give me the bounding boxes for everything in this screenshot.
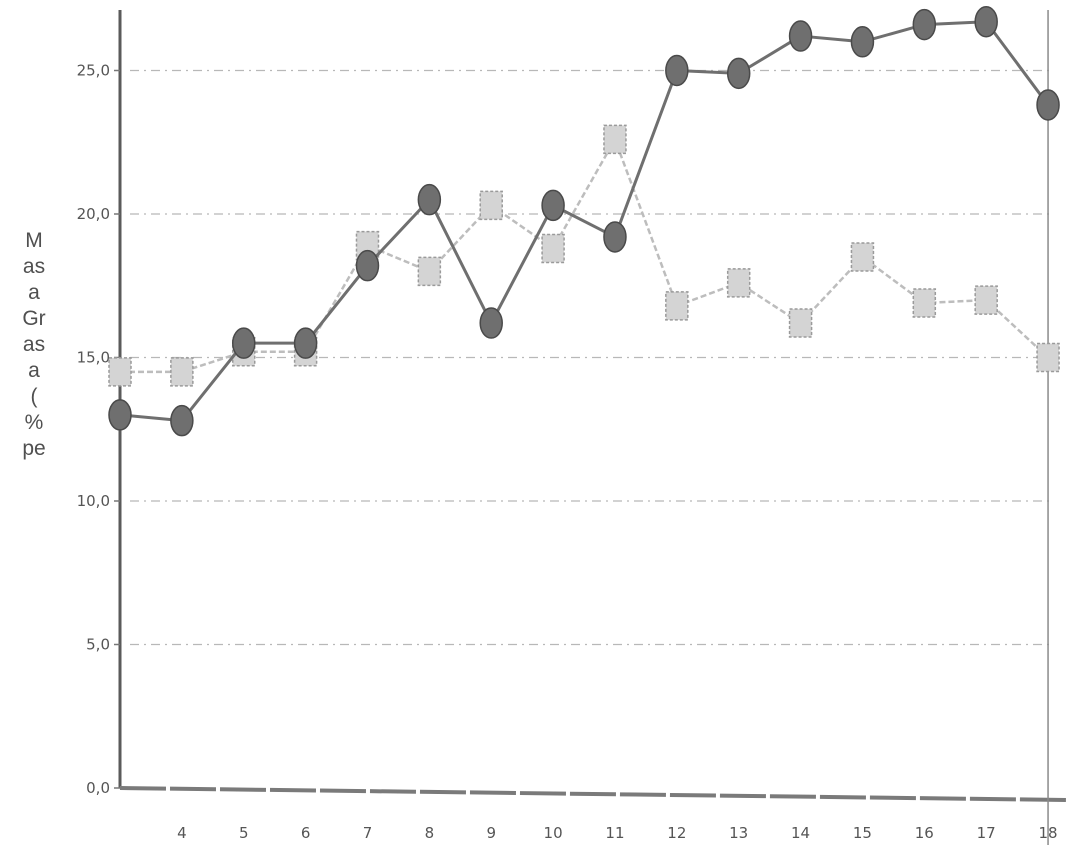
data-point [417, 183, 442, 216]
data-point [293, 327, 318, 359]
x-tick-label: 17 [977, 824, 996, 842]
y-label-fragment: % [24, 411, 44, 434]
x-tick-label: 16 [915, 824, 934, 842]
y-label-fragment: a [28, 281, 40, 304]
axes [118, 10, 1069, 845]
x-tick-label: 15 [853, 824, 872, 842]
x-tick-label: 4 [177, 824, 187, 842]
y-tick-label: 20,0 [77, 205, 110, 223]
series-2 [108, 124, 1060, 387]
y-axis-label: M as a Gr as a ( % pe [14, 228, 54, 544]
data-point [108, 399, 132, 431]
data-point [231, 327, 256, 359]
y-tick-label: 5,0 [86, 636, 110, 654]
x-axis-ticks: 4 5 6 7 8 9 10 11 12 13 14 15 16 17 18 [177, 824, 1058, 842]
data-point [1036, 342, 1060, 373]
series-line [120, 138, 1049, 374]
x-tick-label: 18 [1039, 824, 1058, 842]
series-layer [108, 5, 1060, 437]
y-label-fragment: as [22, 333, 46, 356]
data-point [1036, 89, 1060, 121]
x-tick-label: 7 [363, 824, 373, 842]
data-point [417, 256, 442, 287]
y-tick-label: 10,0 [77, 492, 110, 510]
data-point [912, 288, 937, 318]
data-point [108, 357, 132, 387]
y-tick-label: 25,0 [77, 62, 110, 80]
data-point [479, 307, 503, 339]
x-tick-label: 8 [425, 824, 435, 842]
gridlines [130, 69, 1050, 646]
data-point [726, 57, 751, 90]
data-point [170, 357, 194, 387]
data-point [726, 268, 751, 298]
x-tick-label: 11 [605, 824, 624, 842]
y-tick-label: 15,0 [77, 349, 110, 367]
y-label-fragment: M [25, 229, 43, 252]
data-point [850, 26, 875, 58]
x-tick-label: 6 [301, 824, 311, 842]
x-tick-label: 12 [667, 824, 686, 842]
x-tick-label: 13 [729, 824, 748, 842]
data-point [850, 242, 875, 272]
y-label-fragment: a [28, 359, 40, 382]
x-tick-label: 5 [239, 824, 249, 842]
y-label-fragment: pe [22, 437, 46, 460]
y-label-fragment: Gr [22, 307, 46, 330]
y-label-fragment: ( [30, 385, 38, 408]
data-point [788, 20, 813, 52]
data-point [603, 221, 627, 253]
x-tick-label: 14 [791, 824, 810, 842]
x-tick-label: 9 [486, 824, 496, 842]
data-point [788, 308, 813, 338]
y-tick-label: 0,0 [86, 779, 110, 797]
data-point [541, 233, 565, 264]
data-point [355, 249, 380, 282]
data-point [912, 8, 937, 41]
y-axis-ticks: 25,0 20,0 15,0 10,0 5,0 0,0 [77, 62, 120, 797]
data-point [479, 190, 503, 221]
y-label-fragment: as [22, 255, 46, 278]
data-point [541, 189, 565, 222]
data-point [974, 5, 998, 38]
series-line [119, 20, 1050, 423]
series-1 [108, 5, 1060, 437]
data-point [603, 124, 627, 155]
x-axis-line [119, 786, 1069, 802]
data-point [974, 285, 998, 315]
data-point [170, 404, 194, 437]
data-point [665, 291, 689, 321]
x-tick-label: 10 [544, 824, 563, 842]
data-point [665, 54, 689, 87]
